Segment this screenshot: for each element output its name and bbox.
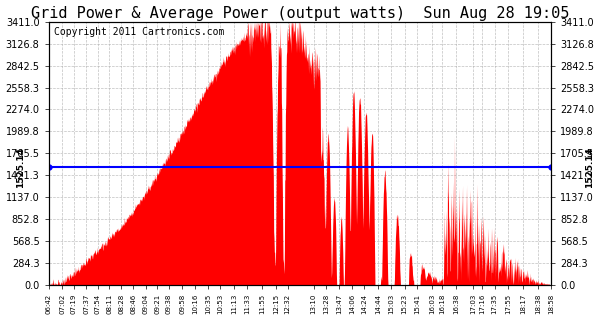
Text: 1525.14: 1525.14	[16, 147, 25, 188]
Text: Copyright 2011 Cartronics.com: Copyright 2011 Cartronics.com	[53, 27, 224, 37]
Text: 1525.14: 1525.14	[584, 147, 593, 188]
Title: Grid Power & Average Power (output watts)  Sun Aug 28 19:05: Grid Power & Average Power (output watts…	[31, 5, 569, 20]
